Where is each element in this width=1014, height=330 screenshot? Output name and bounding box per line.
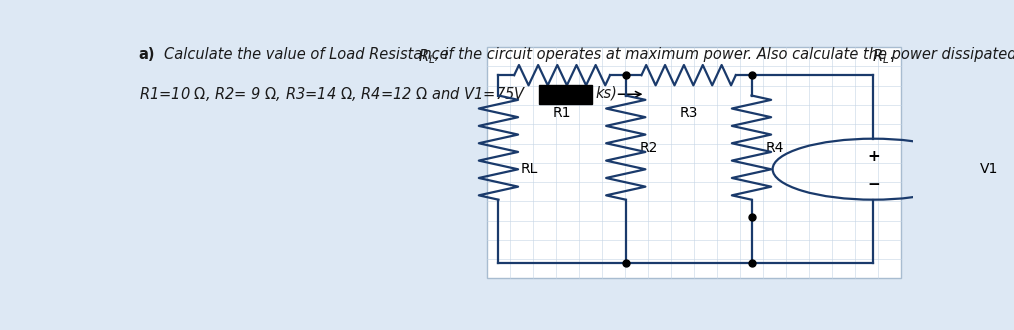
Bar [538,85,592,104]
Text: .: . [889,47,893,62]
Text: R1: R1 [553,106,571,120]
Text: $R_L$: $R_L$ [418,47,435,66]
Text: R4: R4 [766,141,784,154]
Text: Calculate the value of Load Resistance: Calculate the value of Load Resistance [164,47,453,62]
Text: V1: V1 [981,162,999,176]
Text: RL: RL [520,162,537,176]
Text: a): a) [139,47,155,62]
Text: R1=10 $\Omega$, R2= 9 $\Omega$, R3=14 $\Omega$, R4=12 $\Omega$ and V1=75V: R1=10 $\Omega$, R2= 9 $\Omega$, R3=14 $\… [139,85,526,103]
Text: +: + [867,149,880,164]
Text: $R_L$: $R_L$ [872,47,889,66]
Text: , if the circuit operates at maximum power. Also calculate the power dissipated : , if the circuit operates at maximum pow… [435,47,1014,62]
Text: −: − [867,177,880,192]
Text: R2: R2 [640,141,658,154]
Bar [487,47,900,279]
Text: R3: R3 [679,106,698,120]
Text: ks): ks) [596,85,618,100]
